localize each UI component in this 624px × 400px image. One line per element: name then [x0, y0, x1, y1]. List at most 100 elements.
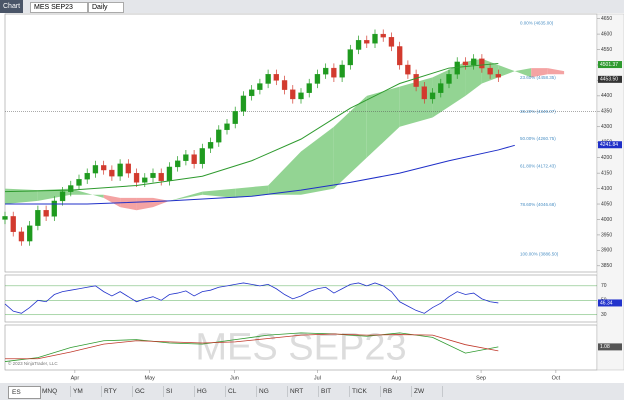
axis-strip: [596, 13, 624, 371]
candle-body: [68, 185, 74, 192]
candle-body: [380, 33, 386, 38]
price-marker-label: 46.34: [600, 300, 613, 306]
price-marker: [598, 343, 622, 351]
x-tick-label: Apr: [71, 375, 80, 381]
candle-body: [191, 154, 197, 165]
candle-body: [216, 129, 222, 143]
price-marker-label: 4453.50: [600, 77, 618, 83]
symbol-tab[interactable]: NRT: [287, 386, 319, 397]
price-marker-label: 4241.84: [600, 142, 618, 148]
price-marker: [598, 75, 622, 83]
fib-label: 61.80% (4172.43): [520, 163, 556, 168]
x-tick-label: Jul: [314, 375, 321, 381]
x-tick-label: Sep: [476, 375, 486, 381]
symbol-tab[interactable]: ZW: [411, 386, 443, 397]
symbol-tab[interactable]: YM: [70, 386, 102, 397]
symbol-tab[interactable]: HG: [194, 386, 226, 397]
y-tick-label: 4000: [601, 217, 612, 223]
copyright: © 2023 NinjaTrader, LLC: [8, 360, 58, 366]
candle-body: [183, 154, 189, 161]
symbol-tab[interactable]: GC: [132, 386, 164, 397]
candle-body: [421, 86, 427, 100]
symbol-tab[interactable]: CL: [225, 386, 257, 397]
symbol-tab[interactable]: TICK: [349, 386, 381, 397]
x-tick-label: Oct: [552, 375, 561, 381]
candle-body: [298, 92, 304, 100]
candle-body: [487, 67, 493, 75]
symbol-tab[interactable]: BIT: [318, 386, 350, 397]
cloud-segment: [366, 86, 400, 158]
symbol-tab[interactable]: ES: [8, 386, 41, 399]
candle-body: [35, 210, 41, 226]
candle-body: [314, 74, 321, 84]
moving-average: [4, 62, 499, 193]
candle-body: [240, 95, 247, 112]
y-tick-label: 3950: [601, 232, 612, 238]
candle-body: [281, 80, 288, 90]
cloud-segment: [169, 191, 203, 201]
candle-body: [355, 40, 362, 50]
candle-body: [51, 200, 57, 217]
candle-body: [84, 172, 90, 180]
candle-body: [364, 40, 370, 44]
price-marker: [598, 299, 622, 307]
candle-body: [429, 92, 436, 100]
candle-body: [199, 148, 205, 165]
candle-body: [43, 210, 49, 217]
instrument-select[interactable]: MES SEP23: [30, 2, 88, 13]
candle-body: [224, 123, 230, 131]
y-tick-label: 4200: [601, 155, 612, 161]
x-tick-label: May: [145, 375, 156, 381]
cloud-segment: [136, 197, 153, 211]
x-tick-label: Jun: [230, 375, 239, 381]
y-tick-label: 4100: [601, 186, 612, 192]
candle-body: [388, 37, 395, 47]
signal-line: [5, 333, 499, 360]
fib-label: 78.60% (4046.68): [520, 202, 556, 207]
candle-body: [150, 172, 156, 178]
candle-body: [207, 142, 214, 149]
moving-average: [5, 144, 515, 205]
fib-label: 23.60% (4458.35): [520, 75, 556, 80]
candle-body: [166, 166, 173, 182]
cloud-segment: [103, 194, 121, 208]
symbol-tab[interactable]: MNQ: [39, 386, 71, 397]
cloud-segment: [498, 64, 515, 78]
cloud-segment: [514, 68, 532, 78]
y-tick-label: 3850: [601, 263, 612, 269]
candle-body: [117, 163, 123, 177]
candle-body: [18, 231, 25, 242]
symbol-tab[interactable]: SI: [163, 386, 195, 397]
symbol-tab[interactable]: RB: [380, 386, 412, 397]
y-tick-label: 4600: [601, 31, 612, 37]
candle-body: [495, 74, 501, 78]
candle-body: [306, 83, 312, 93]
cloud-segment: [465, 58, 482, 96]
candle-body: [471, 58, 477, 66]
candle-body: [347, 49, 353, 66]
cloud-segment: [153, 197, 170, 208]
rsi-tick-label: 70: [601, 283, 607, 289]
symbol-tab[interactable]: NG: [256, 386, 288, 397]
candle-body: [142, 177, 148, 183]
candle-body: [372, 33, 378, 44]
price-marker: [598, 61, 622, 69]
cloud-segment: [120, 197, 137, 211]
tab-bar: ES MNQ YM RTY GC SI HG CL NG NRT BIT TICK RB ZW: [0, 383, 624, 400]
candle-body: [232, 111, 238, 124]
symbol-tab[interactable]: RTY: [101, 386, 133, 397]
y-tick-label: 3900: [601, 248, 612, 254]
candle-body: [92, 165, 99, 174]
candle-body: [2, 216, 8, 220]
candle-body: [175, 160, 181, 168]
interval-select[interactable]: Daily: [88, 2, 124, 13]
candle-body: [158, 172, 164, 182]
candle-body: [331, 67, 337, 78]
candle-body: [76, 179, 82, 186]
y-tick-label: 4300: [601, 124, 612, 130]
candle-body: [462, 61, 469, 66]
y-tick-label: 4150: [601, 170, 612, 176]
candle-body: [454, 61, 460, 75]
candle-body: [133, 172, 140, 183]
price-marker: [598, 141, 622, 149]
